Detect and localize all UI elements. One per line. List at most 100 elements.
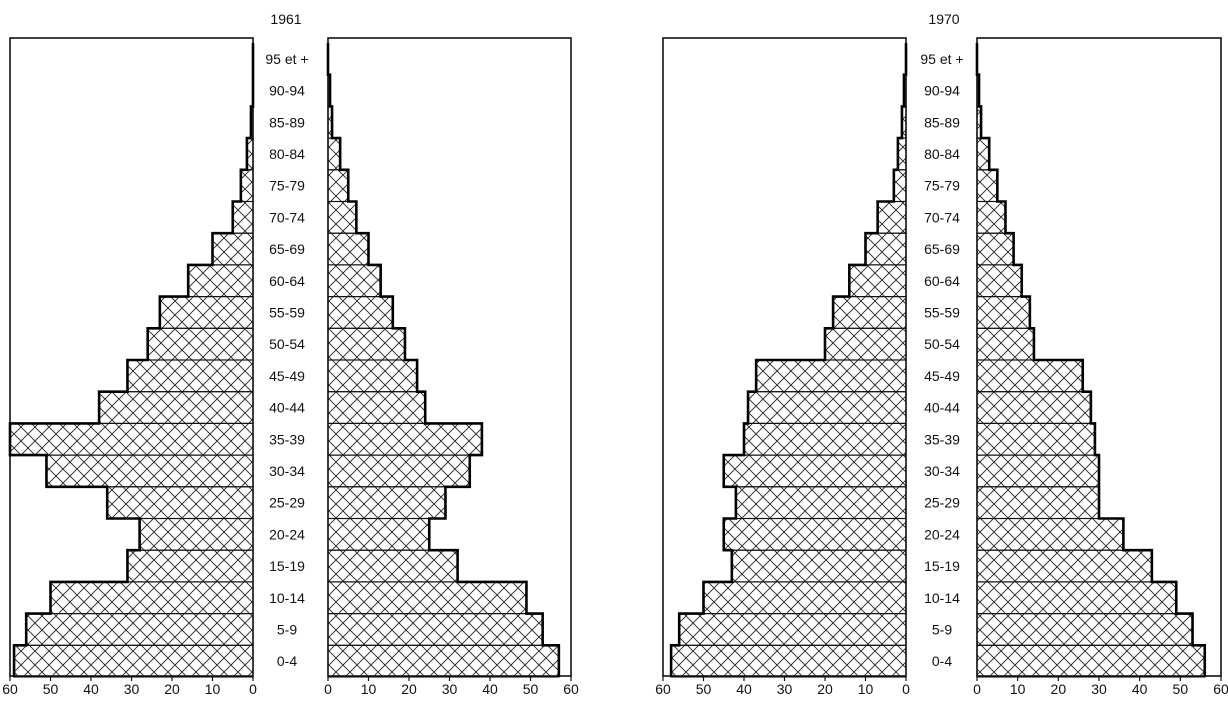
bar-right-15-19 xyxy=(976,549,1153,583)
tick-label-right: 20 xyxy=(1051,681,1067,696)
bar-left-35-39 xyxy=(9,422,254,456)
bar-left-30-34 xyxy=(723,454,907,488)
bar-left-25-29 xyxy=(735,486,907,520)
bar-right-50-54 xyxy=(976,327,1035,361)
age-label: 25-29 xyxy=(924,495,960,511)
tick-label-right: 60 xyxy=(563,681,579,696)
age-label: 50-54 xyxy=(269,336,305,352)
age-label: 55-59 xyxy=(269,304,305,320)
pyramid-panel-1: 1970 0-4 5-9 10-14 15-19 20-24 25-29 30-34 35-39… xyxy=(655,11,1228,697)
tick-label-left: 10 xyxy=(858,681,874,696)
tick-label-left: 0 xyxy=(249,681,257,696)
age-label: 30-34 xyxy=(924,463,960,479)
age-label: 10-14 xyxy=(924,590,960,606)
age-label: 35-39 xyxy=(924,431,960,447)
age-label: 15-19 xyxy=(924,558,960,574)
bar-left-35-39 xyxy=(743,422,907,456)
bar-right-20-24 xyxy=(976,517,1124,551)
age-label: 30-34 xyxy=(269,463,305,479)
bar-right-35-39 xyxy=(976,422,1096,456)
age-label: 70-74 xyxy=(924,209,960,225)
bar-left-40-44 xyxy=(747,391,907,424)
age-label: 75-79 xyxy=(924,178,960,194)
age-label: 80-84 xyxy=(269,146,305,162)
age-label: 95 et + xyxy=(920,51,963,67)
age-label: 95 et + xyxy=(265,51,308,67)
bar-left-50-54 xyxy=(824,327,907,361)
bar-right-15-19 xyxy=(327,549,459,583)
bar-left-5-9 xyxy=(678,613,907,646)
age-label: 40-44 xyxy=(924,400,960,416)
left-profile-outline xyxy=(8,43,255,677)
tick-label-right: 50 xyxy=(1173,681,1189,696)
bar-left-25-29 xyxy=(106,486,254,520)
bar-left-55-59 xyxy=(832,296,907,329)
bar-left-55-59 xyxy=(159,296,254,329)
bar-right-25-29 xyxy=(327,486,446,520)
bar-right-65-69 xyxy=(327,232,370,266)
tick-label-right: 0 xyxy=(973,681,981,696)
bar-right-0-4 xyxy=(327,644,560,678)
age-label: 60-64 xyxy=(924,273,960,289)
bar-left-5-9 xyxy=(25,613,254,646)
tick-label-left: 20 xyxy=(164,681,180,696)
age-label: 20-24 xyxy=(269,526,305,542)
age-label: 50-54 xyxy=(924,336,960,352)
age-label: 45-49 xyxy=(924,368,960,384)
bar-right-5-9 xyxy=(976,613,1194,646)
tick-label-right: 60 xyxy=(1213,681,1228,696)
bar-right-45-49 xyxy=(976,359,1084,393)
age-label: 0-4 xyxy=(932,653,952,669)
bar-right-75-79 xyxy=(327,169,349,203)
bar-left-65-69 xyxy=(211,232,254,266)
bar-left-30-34 xyxy=(45,454,254,488)
tick-label-left: 60 xyxy=(2,681,18,696)
age-label: 5-9 xyxy=(932,621,952,637)
age-label: 40-44 xyxy=(269,400,305,416)
bar-right-35-39 xyxy=(327,422,483,456)
bar-left-75-79 xyxy=(893,169,907,203)
age-label: 0-4 xyxy=(277,653,297,669)
bar-right-65-69 xyxy=(976,232,1015,266)
age-label: 55-59 xyxy=(924,304,960,320)
tick-label-left: 30 xyxy=(777,681,793,696)
chart-title: 1970 xyxy=(928,11,959,27)
bar-left-40-44 xyxy=(98,391,254,424)
bar-left-20-24 xyxy=(723,517,907,551)
tick-label-left: 50 xyxy=(43,681,59,696)
age-label: 65-69 xyxy=(924,241,960,257)
age-label: 25-29 xyxy=(269,495,305,511)
bar-right-55-59 xyxy=(327,296,394,329)
age-label: 75-79 xyxy=(269,178,305,194)
bar-right-30-34 xyxy=(327,454,471,488)
age-label: 5-9 xyxy=(277,621,297,637)
bar-right-20-24 xyxy=(327,517,430,551)
bar-left-50-54 xyxy=(147,327,254,361)
bar-left-70-74 xyxy=(877,200,907,234)
bar-right-5-9 xyxy=(327,613,544,646)
right-profile-outline xyxy=(975,43,1207,677)
bar-left-60-64 xyxy=(187,264,254,298)
bar-right-10-14 xyxy=(976,581,1177,615)
tick-label-right: 30 xyxy=(1091,681,1107,696)
bar-right-0-4 xyxy=(976,644,1206,678)
bar-left-45-49 xyxy=(126,359,254,393)
tick-label-right: 10 xyxy=(361,681,377,696)
tick-label-right: 0 xyxy=(324,681,332,696)
tick-label-right: 30 xyxy=(442,681,458,696)
tick-label-left: 20 xyxy=(817,681,833,696)
tick-label-left: 50 xyxy=(696,681,712,696)
age-label: 85-89 xyxy=(269,114,305,130)
pyramid-panel-0: 1961 0-4 5-9 10-14 15-19 20-24 25-29 30-34 35-39… xyxy=(2,11,579,697)
bar-left-10-14 xyxy=(702,581,907,615)
bar-left-75-79 xyxy=(240,169,254,203)
left-profile-outline xyxy=(669,43,908,677)
age-label: 65-69 xyxy=(269,241,305,257)
bar-left-0-4 xyxy=(13,644,254,678)
tick-label-left: 10 xyxy=(205,681,221,696)
tick-label-left: 0 xyxy=(902,681,910,696)
age-label: 60-64 xyxy=(269,273,305,289)
bar-right-80-84 xyxy=(976,137,990,171)
